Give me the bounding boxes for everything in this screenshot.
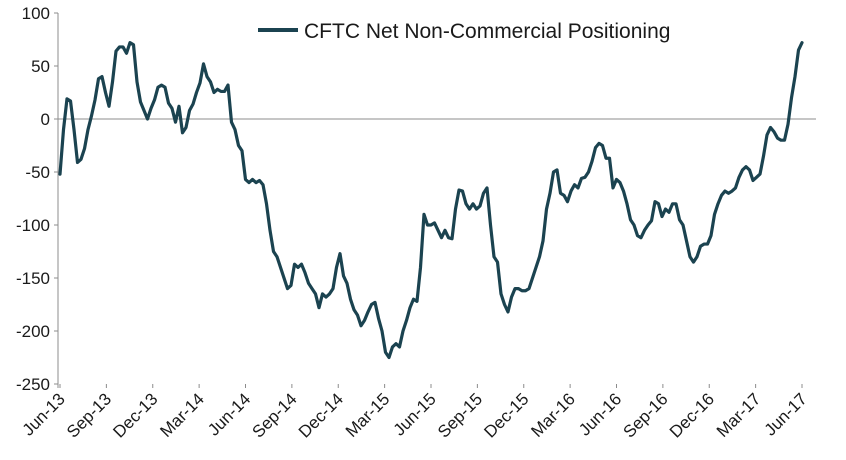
x-tick-label: Jun-14 (204, 389, 254, 439)
legend-label: CFTC Net Non-Commercial Positioning (304, 20, 670, 43)
x-tick-label: Sep-14 (248, 389, 300, 441)
y-tick-label: -250 (16, 375, 50, 394)
x-tick-label: Dec-15 (480, 389, 532, 441)
x-tick-label: Jun-17 (761, 389, 811, 439)
y-axis-ticks: 100 50 0 -50 -100 -150 -200 -250 (16, 4, 58, 394)
series-group (58, 41, 804, 360)
series-line (58, 41, 804, 360)
y-tick-label: -50 (25, 163, 50, 182)
x-tick-label: Mar-14 (156, 389, 208, 441)
x-tick-label: Dec-16 (666, 389, 718, 441)
x-tick-label: Dec-13 (109, 389, 161, 441)
y-tick-label: -150 (16, 269, 50, 288)
y-tick-label: -100 (16, 216, 50, 235)
x-tick-label: Dec-14 (295, 389, 347, 441)
y-tick-label: 100 (22, 4, 50, 23)
x-tick-label: Sep-16 (619, 389, 671, 441)
y-tick-label: 50 (31, 57, 50, 76)
x-tick-label: Mar-15 (342, 389, 394, 441)
x-tick-label: Sep-13 (63, 389, 115, 441)
x-tick-label: Jun-13 (19, 389, 69, 439)
y-tick-label: 0 (41, 110, 50, 129)
x-tick-label: Sep-15 (434, 389, 486, 441)
x-tick-label: Jun-15 (390, 389, 440, 439)
x-tick-label: Jun-16 (575, 389, 625, 439)
y-tick-label: -200 (16, 322, 50, 341)
x-axis-ticks: Jun-13Sep-13Dec-13Mar-14Jun-14Sep-14Dec-… (19, 384, 811, 442)
legend: CFTC Net Non-Commercial Positioning (258, 20, 670, 43)
axes (57, 13, 816, 388)
x-tick-label: Mar-16 (527, 389, 579, 441)
x-tick-label: Mar-17 (713, 389, 765, 441)
